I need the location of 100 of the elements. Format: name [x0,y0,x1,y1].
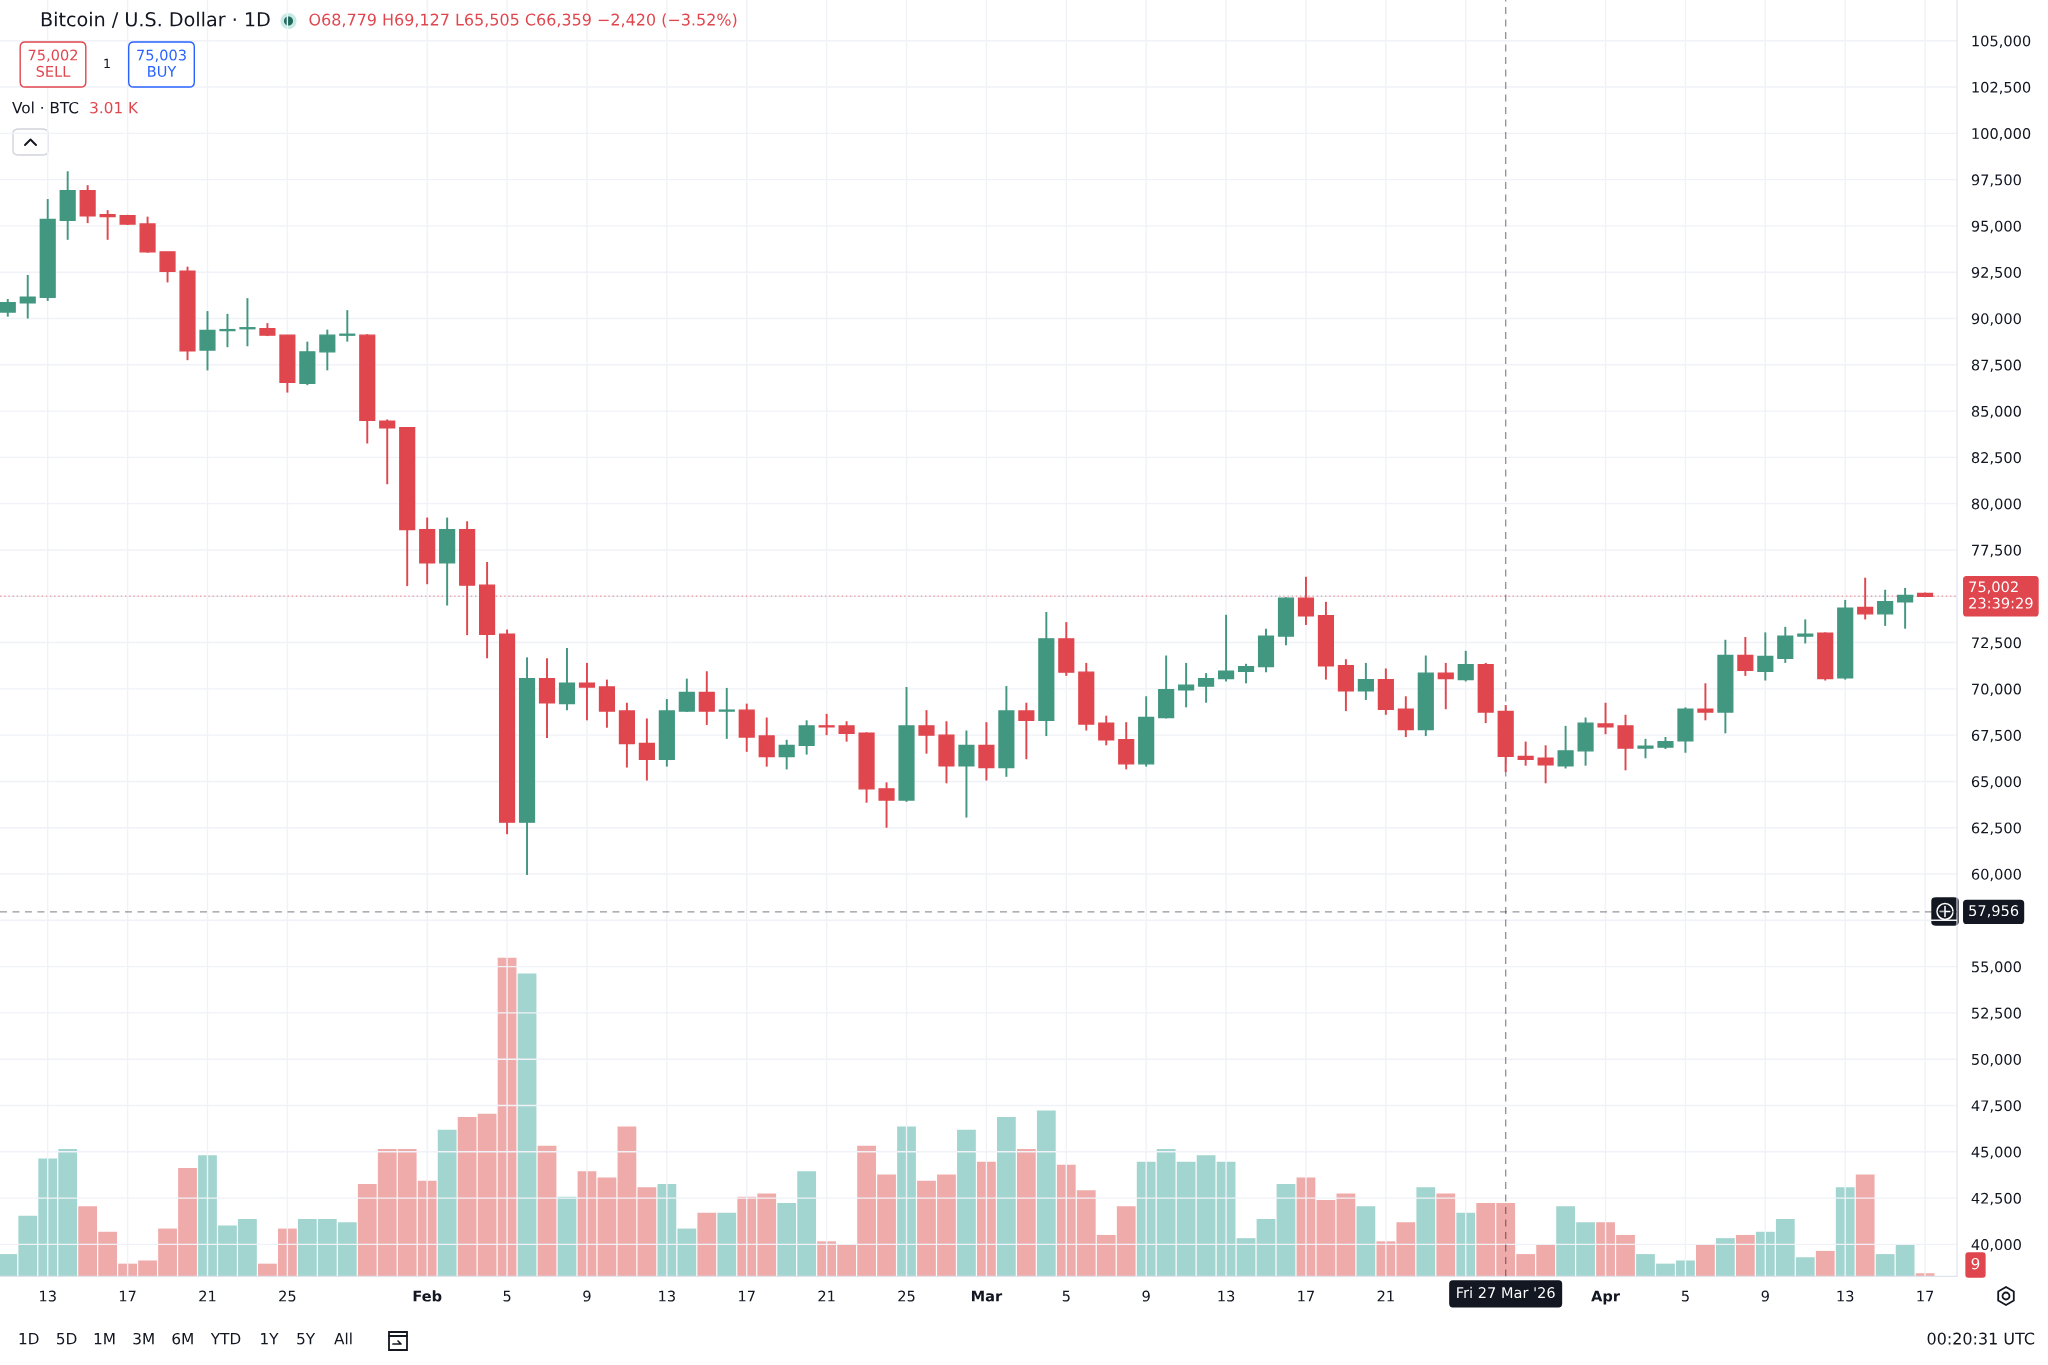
candlestick [1797,618,1814,645]
candlestick [718,686,735,740]
candlestick [918,709,935,755]
x-tick-label: Apr [1591,1290,1620,1305]
candlestick [638,717,655,782]
candlestick [698,670,715,726]
bar [1016,1148,1036,1277]
text: 00:20:31 UTC [1927,1332,2035,1345]
x-tick-label: 17 [1298,1290,1314,1302]
annotation: 3.01 K [90,101,139,114]
bar [1256,1219,1276,1277]
bar [1276,1183,1296,1277]
y-tick-label: 65,000 [1971,776,2021,789]
bar [1855,1174,1875,1277]
bar [1815,1250,1835,1277]
y-tick-label: 40,000 [1971,1239,2021,1252]
candlestick [1637,737,1654,760]
text: 3M [133,1332,154,1345]
bar [537,1145,557,1277]
candlestick [1597,701,1614,736]
y-tick-label: 60,000 [1971,868,2021,882]
bar [1696,1244,1715,1277]
text: 5D [57,1333,77,1345]
bar [1436,1193,1456,1277]
y-tick-label: 67,500 [1971,729,2021,743]
x-tick-label: 5 [1681,1290,1689,1302]
text: Bitcoin / U.S. Dollar · 1D [41,11,270,29]
candlestick [1517,740,1534,767]
bar [1456,1212,1476,1277]
x-tick-label: 17 [739,1290,755,1302]
candlestick [1198,672,1215,704]
candlestick [978,721,995,782]
candlestick [1237,662,1255,685]
candlestick [239,297,256,348]
y-tick-label: 52,500 [1972,1007,2021,1021]
candlestick [159,250,176,284]
bar [977,1161,996,1277]
bar [437,1129,457,1277]
candlestick [1437,661,1454,711]
y-tick-label: 95,000 [1971,220,2021,234]
ref-line-label: 57,956 [1969,905,2019,918]
y-tick-label: 55,000 [1972,961,2021,974]
bar [1356,1206,1376,1277]
y-tick-label: 105,000 [1972,35,2031,48]
candlestick [1178,661,1195,709]
y-tick-label: 50,000 [1972,1053,2021,1067]
bar [557,1196,577,1277]
y-tick-label: 85,000 [1971,405,2021,419]
y-tick-label: 97,500 [1971,174,2021,187]
y-tick-label: 87,500 [1971,359,2021,373]
candlestick [1018,701,1035,761]
candlestick [319,328,336,372]
bar [957,1129,976,1277]
y-tick-label: 45,000 [1971,1146,2021,1160]
y-tick-label: 82,500 [1971,452,2021,465]
text: 5Y [297,1333,316,1345]
candlestick [1777,625,1794,664]
ref-line-label: 75,002 23:39:29 [1969,581,2033,609]
text: 1D [19,1333,39,1345]
x-tick-label: 5 [503,1290,511,1302]
y-tick-label: 80,000 [1971,498,2021,511]
candlestick [379,418,396,486]
candlestick [1737,636,1754,677]
annotation: 75,003 BUY [137,49,186,77]
x-tick-label: 25 [898,1290,915,1302]
candlestick [1397,695,1414,738]
text: YTD [210,1333,241,1345]
y-tick-label: 100,000 [1972,128,2031,141]
annotation: 1 [104,58,110,68]
x-tick-label: 17 [1917,1290,1934,1302]
annotation: O68,779 H69,127 L65,505 C66,359 −2,420 (−3.52%) [309,13,737,28]
candlestick [778,738,795,771]
candlestick [1557,724,1574,770]
candlestick [1297,575,1315,626]
x-tick-label: 9 [1142,1290,1150,1302]
y-tick-label: 62,500 [1971,822,2021,835]
candlestick [219,312,236,349]
bar [717,1212,737,1277]
x-tick-label: 9 [1761,1290,1769,1302]
y-tick-label: 92,500 [1971,266,2021,280]
candlestick [1617,713,1634,772]
y-tick-label: 77,500 [1972,544,2021,558]
candlestick [1357,661,1374,701]
candlestick [1757,631,1774,682]
candlestick [838,720,855,743]
candlestick [578,661,596,722]
x-tick-label: 5 [1062,1290,1070,1302]
x-tick-label: 21 [818,1290,835,1302]
x-tick-label: 13 [1837,1290,1854,1302]
candlestick [99,209,116,241]
x-tick-label: 21 [199,1290,216,1302]
bar [996,1117,1016,1277]
bar [1835,1187,1855,1277]
x-tick-label: Feb [413,1290,442,1302]
candlestick [878,781,895,829]
candlestick [199,310,216,372]
bar [1715,1238,1735,1277]
candlestick [339,309,356,343]
y-tick-label: 47,500 [1971,1100,2021,1113]
annotation: 75,002 SELL [28,49,78,77]
